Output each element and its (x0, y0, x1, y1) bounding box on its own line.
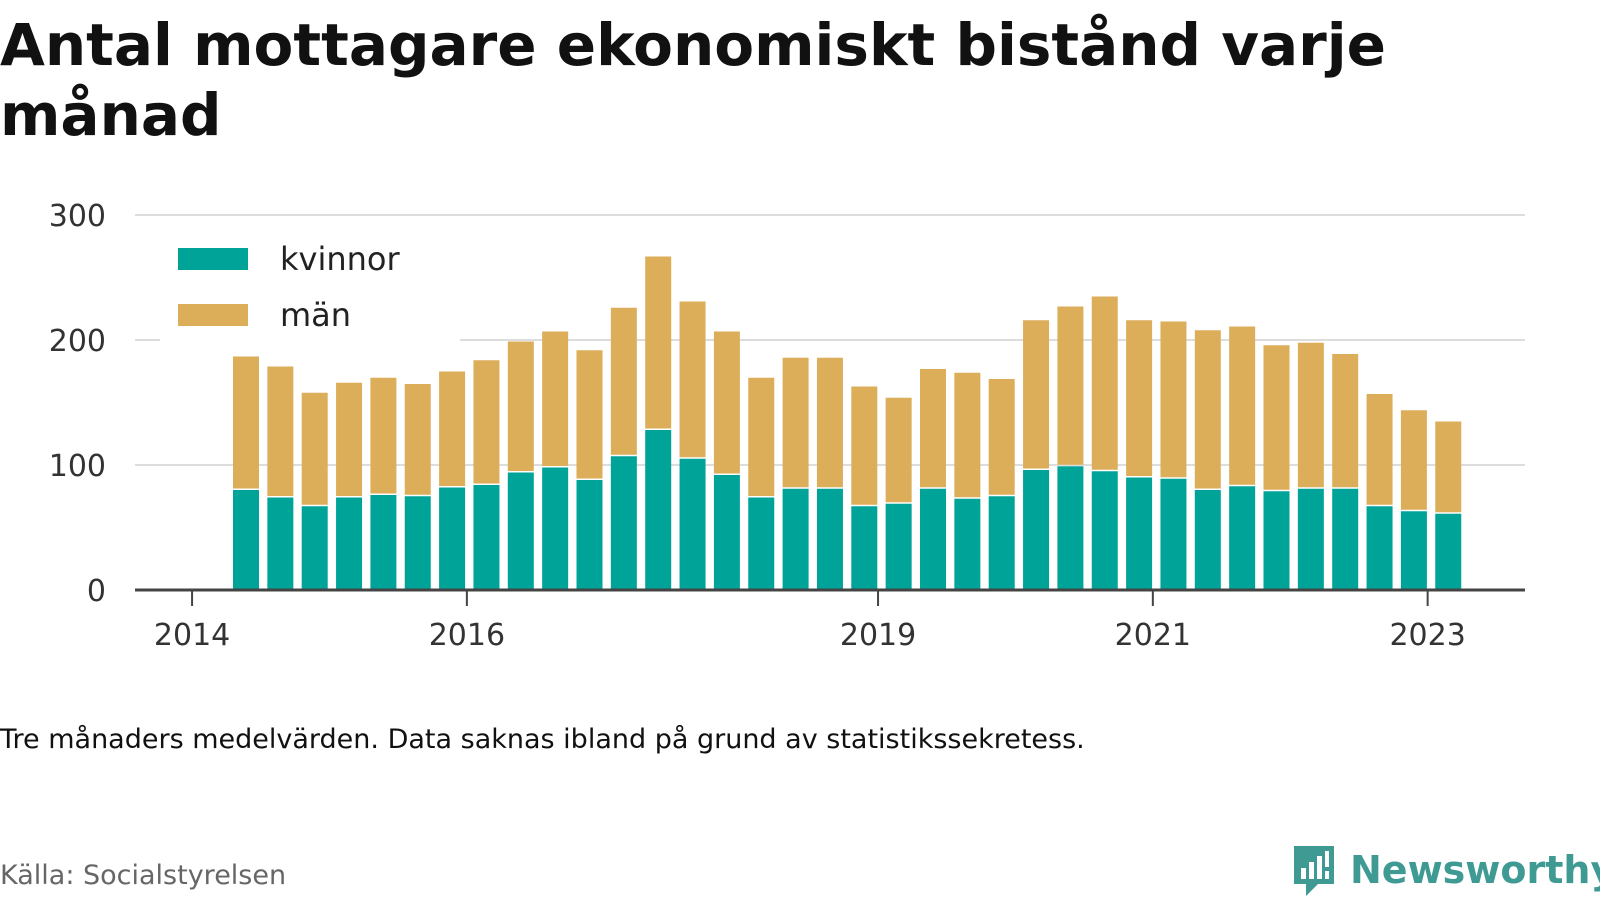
bar-man-2022-Q3 (1366, 394, 1393, 505)
bar-man-2021-Q3 (1229, 326, 1256, 485)
bar-man-2021-Q4 (1263, 345, 1290, 490)
bars (233, 256, 1462, 590)
bar-kvinnor-2021-Q4 (1263, 491, 1290, 590)
bar-kvinnor-2022-Q3 (1366, 506, 1393, 590)
legend-swatch-kvinnor (178, 248, 248, 270)
chart-title: Antal mottagare ekonomiskt bistånd varje… (0, 11, 1386, 149)
bar-kvinnor-2019-Q3 (954, 498, 981, 590)
bar-kvinnor-2022-Q1 (1297, 488, 1324, 590)
legend-swatch-man (178, 304, 248, 326)
bar-kvinnor-2018-Q3 (816, 488, 843, 590)
bar-kvinnor-2016-Q2 (507, 472, 534, 590)
x-tick-label: 2016 (429, 618, 505, 653)
x-tick-label: 2021 (1115, 618, 1191, 653)
bar-man-2019-Q3 (954, 372, 981, 498)
bar-man-2020-Q4 (1126, 320, 1153, 476)
bar-kvinnor-2017-Q3 (679, 458, 706, 590)
bar-man-2015-Q3 (404, 384, 431, 495)
bar-kvinnor-2018-Q4 (851, 506, 878, 590)
bar-kvinnor-2014-Q3 (267, 497, 294, 590)
bar-kvinnor-2021-Q2 (1194, 490, 1221, 590)
bar-man-2019-Q2 (920, 369, 946, 488)
chart-note: Tre månaders medelvärden. Data saknas ib… (0, 724, 1085, 755)
legend-label: kvinnor (280, 240, 401, 278)
x-tick-label: 2023 (1389, 618, 1465, 653)
source-label: Källa: Socialstyrelsen (0, 860, 287, 891)
bar-man-2014-Q3 (267, 366, 294, 496)
bar-kvinnor-2020-Q1 (1023, 470, 1050, 590)
bar-kvinnor-2015-Q4 (439, 487, 466, 590)
brand-name: Newsworthy (1350, 848, 1600, 892)
bar-man-2016-Q1 (473, 360, 500, 484)
bar-man-2020-Q3 (1091, 296, 1118, 470)
bar-kvinnor-2015-Q3 (404, 496, 431, 590)
bar-kvinnor-2022-Q2 (1332, 488, 1359, 590)
bar-man-2015-Q4 (439, 371, 466, 486)
axes: 0 100 200 300 2014 2016 2019 2021 2023 (49, 199, 1525, 653)
y-tick-label: 100 (49, 449, 106, 484)
bar-kvinnor-2015-Q1 (336, 497, 363, 590)
bar-man-2020-Q2 (1057, 306, 1084, 465)
bar-kvinnor-2022-Q4 (1400, 511, 1427, 590)
bar-man-2017-Q4 (713, 331, 740, 474)
x-tick-label: 2019 (840, 618, 916, 653)
bar-kvinnor-2020-Q3 (1091, 471, 1118, 590)
bar-man-2022-Q1 (1297, 342, 1324, 488)
bar-man-2022-Q2 (1332, 354, 1359, 488)
bar-kvinnor-2021-Q3 (1229, 486, 1256, 590)
bar-man-2015-Q2 (370, 377, 397, 494)
brand-logo: Newsworthy (1290, 840, 1600, 900)
legend: kvinnor män (160, 233, 460, 345)
bar-man-2023-Q1 (1435, 421, 1462, 513)
bar-kvinnor-2018-Q1 (748, 497, 775, 590)
stacked-bar-chart: kvinnor män 0 100 200 300 2014 2016 2019 2021 202… (49, 199, 1525, 653)
bar-man-2014-Q2 (233, 356, 259, 489)
bar-man-2017-Q2 (645, 256, 672, 429)
bar-kvinnor-2019-Q1 (885, 503, 912, 590)
bar-kvinnor-2017-Q2 (645, 430, 672, 590)
bar-kvinnor-2023-Q1 (1435, 513, 1462, 590)
bar-man-2018-Q4 (851, 386, 878, 505)
bar-man-2017-Q3 (679, 301, 706, 458)
bar-kvinnor-2020-Q2 (1057, 466, 1084, 590)
bar-kvinnor-2019-Q2 (920, 488, 946, 590)
bar-man-2016-Q2 (507, 341, 534, 471)
legend-label: män (280, 296, 351, 334)
bar-kvinnor-2017-Q1 (610, 456, 637, 590)
bar-man-2016-Q3 (542, 331, 569, 466)
bar-kvinnor-2016-Q3 (542, 467, 569, 590)
bar-kvinnor-2016-Q1 (473, 485, 500, 590)
bar-man-2021-Q2 (1194, 330, 1221, 489)
bar-man-2020-Q1 (1023, 320, 1050, 469)
bar-man-2019-Q1 (885, 397, 912, 503)
bar-man-2018-Q3 (816, 357, 843, 488)
bar-kvinnor-2018-Q2 (782, 488, 809, 590)
bar-man-2022-Q4 (1400, 410, 1427, 510)
bar-kvinnor-2019-Q4 (988, 496, 1015, 590)
bar-man-2018-Q1 (748, 377, 775, 496)
bar-man-2021-Q1 (1160, 321, 1187, 478)
bar-kvinnor-2014-Q2 (233, 490, 259, 590)
y-tick-label: 0 (87, 574, 106, 609)
bar-man-2014-Q4 (301, 392, 328, 505)
y-tick-label: 300 (49, 199, 106, 234)
bar-kvinnor-2020-Q4 (1126, 477, 1153, 590)
bar-man-2018-Q2 (782, 357, 809, 488)
x-tick-label: 2014 (154, 618, 230, 653)
bar-kvinnor-2016-Q4 (576, 480, 603, 590)
bar-man-2017-Q1 (610, 307, 637, 455)
bar-kvinnor-2021-Q1 (1160, 478, 1187, 590)
y-tick-label: 200 (49, 324, 106, 359)
bar-kvinnor-2015-Q2 (370, 495, 397, 590)
bar-man-2019-Q4 (988, 379, 1015, 495)
bar-kvinnor-2017-Q4 (713, 475, 740, 590)
bar-kvinnor-2014-Q4 (301, 506, 328, 590)
bar-man-2015-Q1 (336, 382, 363, 496)
bar-man-2016-Q4 (576, 350, 603, 479)
newsworthy-logo-icon (1294, 846, 1334, 896)
